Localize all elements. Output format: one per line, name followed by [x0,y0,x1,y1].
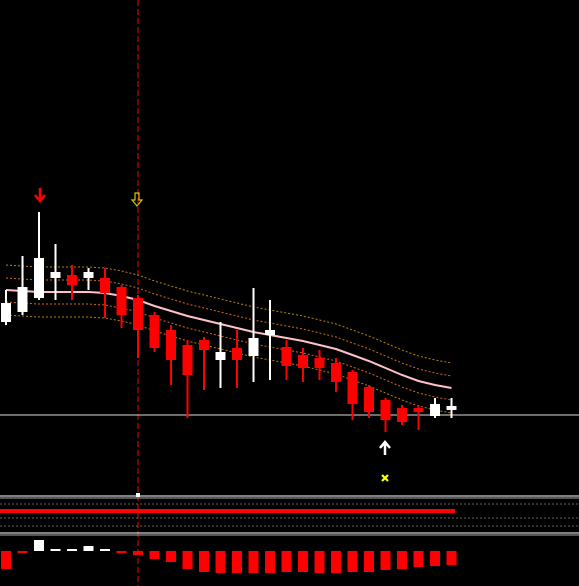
histogram-bar [133,551,143,555]
histogram-bar [215,551,226,573]
candle-body [397,408,407,422]
candle-body [100,278,110,293]
sell-arrow [34,188,46,203]
histogram-bar [248,551,259,573]
histogram-bar [1,551,11,569]
candle-body [199,340,209,350]
envelope-line [5,264,452,364]
histogram-bar [232,551,242,573]
candle-body [248,338,259,356]
histogram-bar [397,551,407,569]
plot-area [0,212,579,573]
signal-arrow [130,192,144,207]
cursor-marker [136,493,140,497]
candle-body [215,352,226,360]
candle-body [232,348,242,360]
histogram-bar [166,551,176,562]
candle-body [1,303,11,322]
candle-body [446,406,457,410]
candle-body [34,258,44,298]
histogram-bar [298,551,308,572]
histogram-bar [50,549,61,551]
histogram-bar [347,551,358,572]
histogram-bar [199,551,209,572]
histogram-bar [281,551,292,572]
envelope-line [5,314,452,414]
buy-arrow [379,440,391,455]
candle-body [281,347,292,366]
histogram-bar [149,551,160,559]
candle-body [413,408,424,412]
candle-body [133,298,143,330]
candle-body [67,275,77,285]
candle-body [430,404,440,416]
candle-body [298,355,308,368]
histogram-bar [413,551,424,567]
candle-body [331,363,341,382]
candle-body [347,372,358,404]
candle-body [166,330,176,360]
histogram-bar [34,540,44,551]
candle-body [83,272,94,278]
histogram-bar [446,551,457,565]
envelope-line [5,301,452,401]
histogram-bar [314,551,325,573]
histogram-bar [265,551,275,573]
histogram-bar [67,549,77,551]
candle-body [182,345,193,375]
histogram-bar [364,551,374,572]
candle-body [314,358,325,368]
histogram-bar [116,551,127,553]
histogram-bar [430,551,440,566]
signal-cross [381,474,389,482]
moving-average [5,289,452,389]
candle-body [116,287,127,315]
histogram-bar [100,549,110,551]
histogram-bar [17,551,28,553]
histogram-bar [182,551,193,569]
histogram-bar [380,551,391,570]
histogram-bar [83,546,94,551]
candle-body [50,272,61,278]
envelope-line [5,277,452,377]
candle-body [17,287,28,312]
candle-body [265,330,275,335]
candle-body [149,315,160,348]
candle-body [364,387,374,412]
histogram-bar [331,551,341,573]
candle-body [380,400,391,420]
